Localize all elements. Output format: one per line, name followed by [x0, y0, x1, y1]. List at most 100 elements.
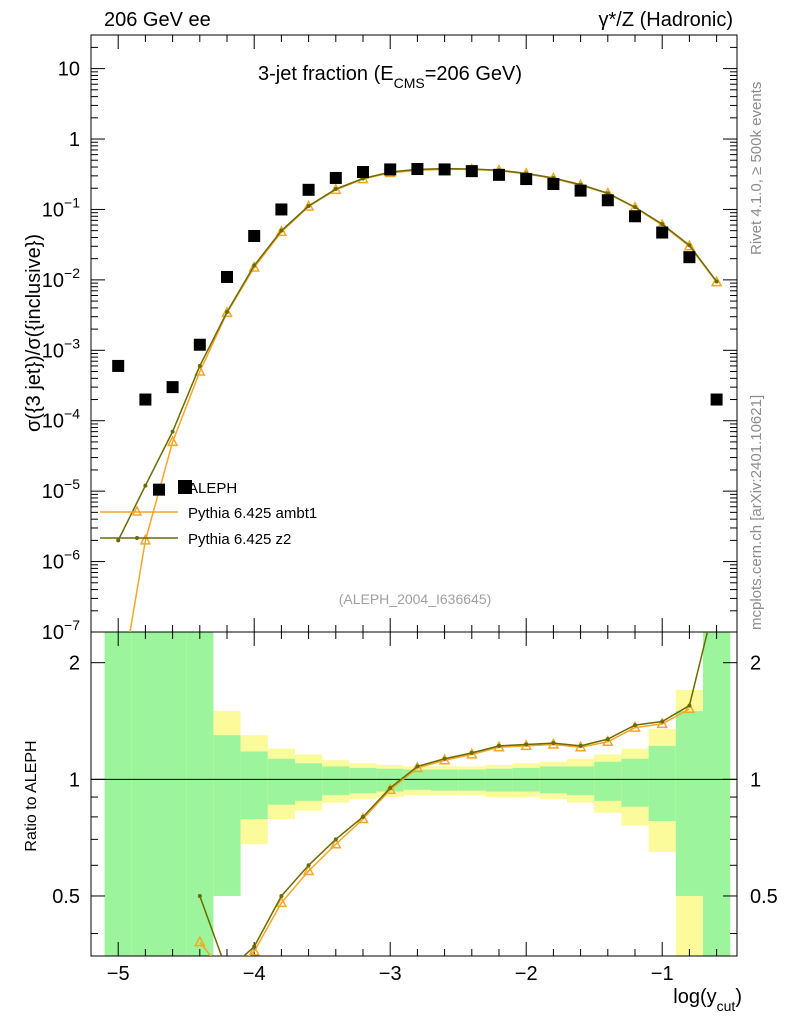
aleph-point [221, 270, 233, 283]
z2-ratio-point [333, 837, 338, 842]
mc-series-ratio [194, 632, 709, 980]
z2-ratio-point [551, 741, 556, 746]
z2-ratio-point [388, 785, 393, 790]
ambt1-point [166, 435, 179, 447]
x-axis-label: log(ycut) [673, 986, 742, 1014]
z2-point [633, 205, 637, 210]
inner-band-bin [485, 768, 513, 792]
z2-ratio-point [497, 743, 501, 748]
ratio-y-tick-label-right: 1 [750, 769, 761, 791]
header-left: 206 GeV ee [104, 9, 211, 31]
z2-point [687, 243, 692, 248]
aleph-point [384, 163, 397, 176]
z2-ratio-point [687, 703, 692, 708]
inner-band-bin [675, 711, 703, 896]
header-right: γ*/Z (Hadronic) [599, 9, 733, 31]
inner-band-bin [267, 758, 295, 805]
x-axis-label-tail: ) [735, 986, 742, 1008]
z2-ratio-point [660, 719, 665, 724]
y-tick-label: 10−4 [42, 406, 80, 433]
inner-band-bin [621, 758, 649, 807]
z2-ratio-point [252, 944, 257, 949]
aleph-point [329, 171, 342, 184]
ambt1-point [710, 275, 723, 287]
chart-title-sub: CMS [394, 75, 425, 91]
top-y-axis-label: σ({3 jet})/σ({inclusive}) [23, 234, 45, 432]
aleph-point [493, 168, 505, 181]
x-axis-label-sub: cut [717, 998, 736, 1014]
ambt1-ratio-point [302, 864, 315, 876]
aleph-point [438, 163, 451, 176]
ambt1-point [683, 239, 696, 251]
z2-ratio-point [578, 743, 583, 748]
z2-ratio-point [306, 863, 311, 868]
z2-ratio-point [197, 893, 202, 898]
aleph-point [683, 251, 696, 264]
x-axis-label-main: log(y [673, 986, 716, 1008]
y-tick-label: 10−1 [42, 194, 80, 221]
x-tick-label: −3 [379, 963, 402, 985]
z2-point [252, 263, 257, 268]
chart-title: 3-jet fraction (ECMS=206 GeV) [258, 63, 522, 91]
aleph-point [465, 165, 478, 178]
aleph-data-points [112, 163, 723, 496]
aleph-point [520, 173, 533, 186]
inner-band-bin [186, 632, 214, 956]
aleph-point [411, 163, 424, 176]
x-tick-label: −2 [515, 963, 538, 985]
z2-point [279, 228, 284, 233]
z2-ratio-point [361, 814, 365, 819]
chart-title-tail: =206 GeV) [425, 63, 522, 85]
z2-point [197, 363, 202, 368]
aleph-point [193, 338, 206, 351]
y-tick-label: 10−2 [42, 265, 80, 292]
legend-ambt1-marker [131, 505, 143, 516]
ratio-y-tick-label: 1 [69, 769, 80, 791]
ambt1-ratio-point [602, 735, 614, 747]
z2-ratio-point [279, 893, 284, 898]
ambt1-ratio-point [384, 783, 396, 794]
z2-point [170, 429, 175, 434]
z2-ratio-point [442, 756, 447, 761]
aleph-point [357, 166, 369, 179]
inner-band-bin [567, 766, 595, 796]
ratio-y-tick-label-right: 0.5 [750, 886, 778, 908]
x-tick-label: −4 [243, 963, 266, 985]
x-tick-label: −5 [107, 963, 130, 985]
ambt1-ratio-point [223, 971, 232, 980]
ratio-plot-frame [90, 631, 738, 957]
ambt1-ratio-point [683, 702, 696, 714]
inner-band-bin [376, 768, 404, 792]
z2-point [714, 279, 719, 284]
ambt1-ratio-point [656, 717, 668, 729]
legend-aleph-marker [178, 480, 192, 494]
inner-band-bin [349, 767, 377, 794]
y-tick-label: 10−3 [42, 335, 80, 362]
y-tick-label: 1 [69, 129, 80, 151]
aleph-point [275, 203, 288, 216]
inner-band-bin [594, 761, 622, 801]
ambt1-point [221, 306, 233, 318]
inner-band-bin [322, 766, 350, 796]
ambt1-ratio-point [574, 740, 587, 752]
series-line-ambt1 [129, 168, 718, 632]
aleph-point [629, 210, 641, 223]
ambt1-ratio-point [194, 935, 206, 947]
inner-band-bin [159, 632, 187, 956]
x-tick-label: −1 [651, 963, 674, 985]
ambt1-ratio-point [275, 896, 288, 908]
aleph-point [656, 226, 669, 239]
inner-band-bin [703, 632, 731, 956]
aleph-point [139, 393, 152, 406]
z2-point [660, 222, 665, 227]
ratio-line-z2 [199, 632, 709, 956]
z2-point [605, 191, 610, 196]
y-tick-label: 10−6 [42, 547, 80, 574]
inner-band-bin [431, 769, 459, 791]
legend-aleph-label: ALEPH [188, 480, 237, 497]
y-tick-label: 10−7 [42, 617, 80, 644]
ambt1-ratio-point [330, 837, 342, 849]
aleph-point [710, 393, 723, 406]
legend-z2-label: Pythia 6.425 z2 [188, 531, 291, 548]
mcplots-label: mcplots.cern.ch [arXiv:2401.10621] [748, 395, 765, 630]
